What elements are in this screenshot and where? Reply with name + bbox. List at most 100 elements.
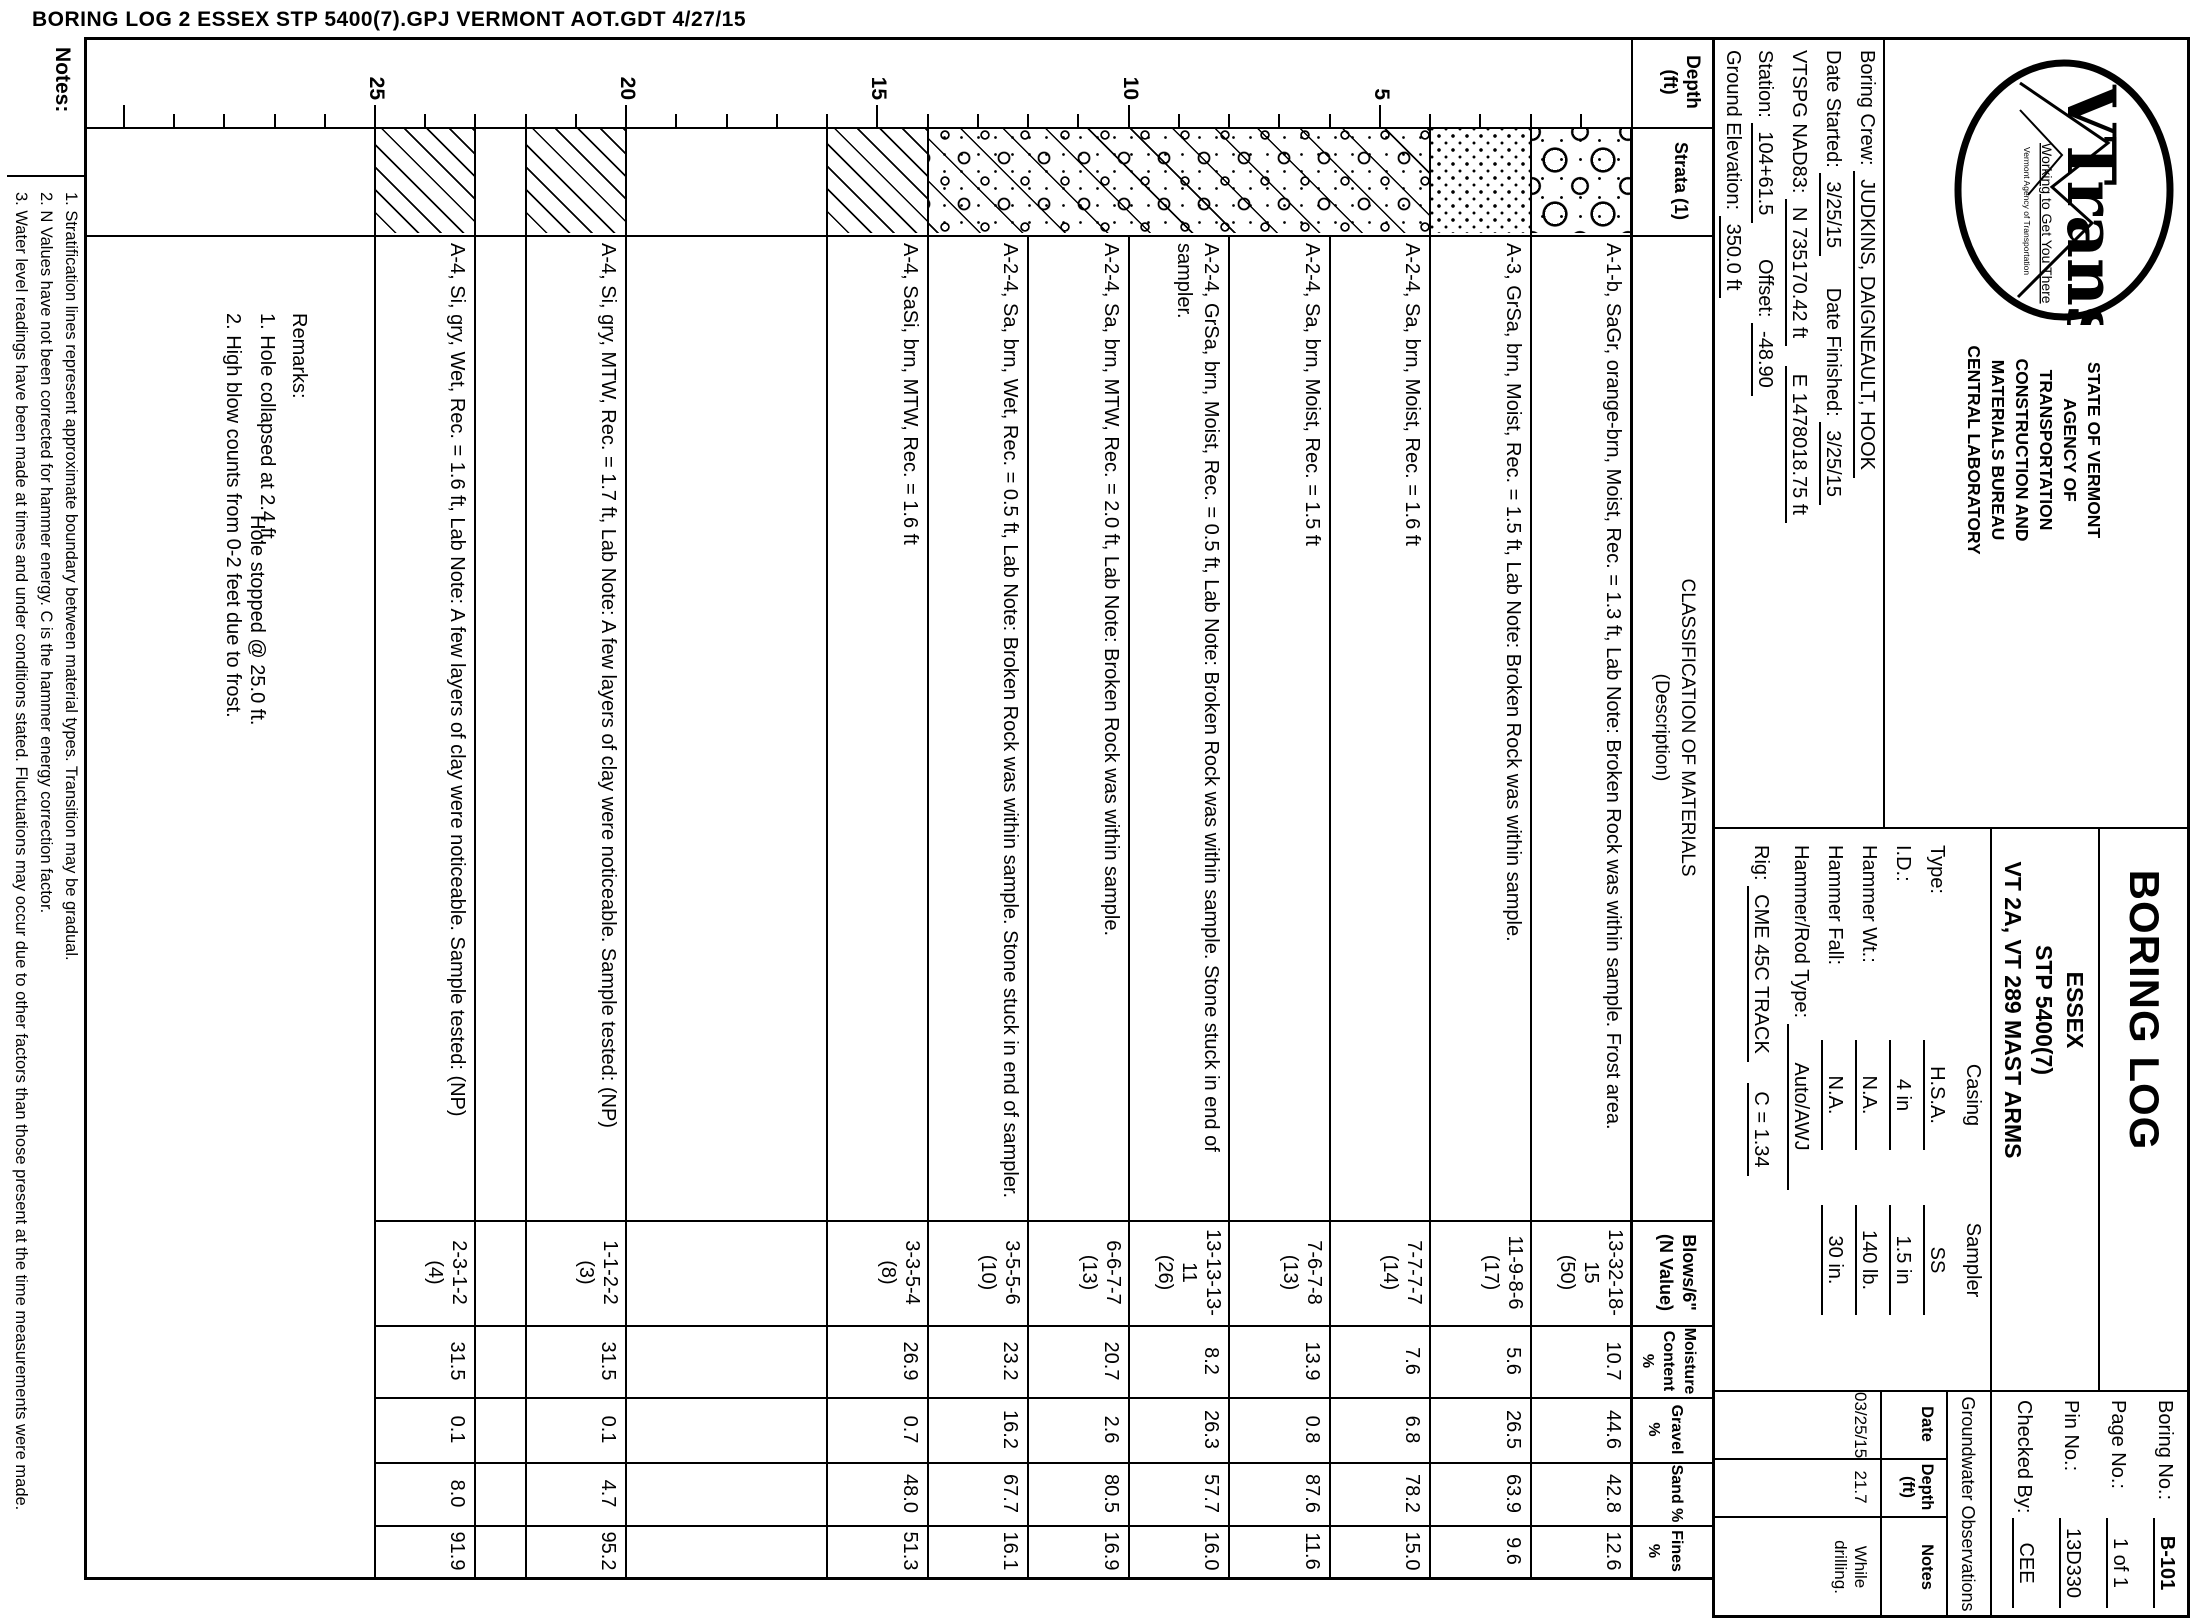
- info-row: Page No.: 1 of 1: [2106, 1400, 2131, 1608]
- rig-row: Rig: CME 45C TRACK C = 1.34: [1747, 845, 1772, 1176]
- depth-tick-minor: [926, 114, 929, 127]
- blows-value: 3-5-5-6: [1001, 1240, 1024, 1305]
- cs-sampler-value: 1.5 in: [1889, 1205, 1914, 1315]
- strata-boundary: [474, 127, 477, 235]
- project-line: STP 5400(7): [2031, 945, 2057, 1075]
- sample-row-border: [1228, 235, 1231, 1577]
- note-line: 1. Stratification lines represent approx…: [62, 192, 80, 961]
- head-sand: Sand %: [1668, 1464, 1685, 1523]
- ground-elev-label: Ground Elevation:: [1722, 50, 1744, 211]
- field-boring-crew: Boring Crew: JUDKINS, DAIGNEAULT, HOOK: [1853, 50, 1878, 478]
- n-value: (4): [424, 1260, 447, 1285]
- sample-fines: 16.9: [1099, 1531, 1122, 1571]
- sample-row-border: [1127, 235, 1130, 1577]
- sample-fines: 95.2: [597, 1531, 620, 1571]
- sample-sand: 87.6: [1300, 1474, 1323, 1513]
- sample-gravel: 2.6: [1099, 1415, 1122, 1444]
- depth-tick-minor: [1479, 114, 1482, 127]
- head-classification: CLASSIFICATION OF MATERIALS (Description…: [1648, 235, 1700, 1220]
- boring-info-block: Boring No.: B-101 Page No.: 1 of 1 Pin No.: 1…: [1990, 1400, 2178, 1608]
- depth-tick-minor: [173, 114, 176, 127]
- n-value: (26): [1154, 1254, 1177, 1291]
- depth-label: 15: [867, 76, 891, 100]
- depth-tick-major: [122, 105, 125, 127]
- sample-moisture: 23.2: [999, 1341, 1022, 1381]
- sample-row-border: [826, 235, 829, 1577]
- n-value: (10): [977, 1254, 1000, 1291]
- sample-moisture: 8.2: [1200, 1347, 1223, 1375]
- head-blows: Blows/6" (N Value): [1656, 1233, 1699, 1312]
- info-value: CEE: [2012, 1518, 2037, 1608]
- note-line: 3. Water level readings have been made a…: [12, 192, 30, 1511]
- depth-tick-minor: [323, 114, 326, 127]
- remark-line: 1. Hole collapsed at 2.4 ft.: [256, 313, 278, 545]
- gw-grid-mid: [1880, 1390, 1882, 1618]
- depth-tick-minor: [424, 114, 427, 127]
- logo-cell-bottom: [1883, 37, 1885, 827]
- project-line: VT 2A, VT 289 MAST ARMS: [2000, 861, 2026, 1159]
- cs-row-label: Hammer Wt.:: [1858, 845, 1880, 963]
- margin-file-text: BORING LOG 2 ESSEX STP 5400(7).GPJ VERMO…: [32, 8, 747, 31]
- depth-tick-minor: [1228, 114, 1231, 127]
- agency-line: MATERIALS BUREAU: [1988, 359, 2008, 541]
- date-started-value: 3/25/15: [1819, 173, 1844, 257]
- blows-value: 7-6-7-8: [1302, 1240, 1325, 1305]
- strata-boundary: [1529, 127, 1532, 235]
- table-top-border: [1712, 37, 1715, 1618]
- depth-tick-major: [1378, 105, 1381, 127]
- sample-row-border: [1328, 235, 1331, 1577]
- field-dates: Date Started: 3/25/15 Date Finished: 3/2…: [1819, 50, 1844, 505]
- data-col-border: [375, 1220, 1715, 1222]
- sample-row-border: [625, 235, 628, 1577]
- cs-casing-value: 4 in: [1889, 1040, 1914, 1150]
- depth-tick-minor: [1529, 114, 1532, 127]
- rod-type-label: Hammer/Rod Type:: [1790, 845, 1812, 1019]
- remark-line: 2. High blow counts from 0-2 feet due to…: [222, 313, 244, 718]
- head-class-line1: CLASSIFICATION OF MATERIALS: [1677, 578, 1698, 877]
- sample-moisture: 10.7: [1602, 1341, 1624, 1381]
- n-value: (50): [1556, 1254, 1578, 1291]
- info-value: 13D330: [2059, 1518, 2084, 1608]
- rod-type-value: Auto/AWJ: [1787, 1023, 1812, 1190]
- n-value: (13): [1278, 1254, 1301, 1291]
- strata-boundary: [625, 127, 628, 235]
- sample-description: A-2-4, Sa, brn, Wet, Rec. = 0.5 ft, Lab …: [999, 243, 1022, 1199]
- project-line: ESSEX: [2062, 971, 2088, 1049]
- depth-tick-major: [625, 105, 628, 127]
- info-row: Boring No.: B-101: [2153, 1400, 2178, 1608]
- northing-value: N 735170.42 ft: [1785, 198, 1810, 347]
- sample-gravel: 26.3: [1200, 1410, 1223, 1449]
- sample-blows: 3-3-5-4 (8): [876, 1224, 924, 1321]
- strata-boundary: [1429, 127, 1432, 235]
- sample-row-border: [374, 235, 376, 1577]
- depth-label: 5: [1369, 88, 1393, 100]
- vtrans-logo: VTrans Working to Get You There Vermont …: [1943, 55, 2180, 343]
- note-line: 2. N Values have not been corrected for …: [37, 192, 55, 914]
- offset-value: -48.90: [1751, 323, 1776, 396]
- depth-tick-minor: [474, 114, 477, 127]
- depth-tick-minor: [675, 114, 678, 127]
- sample-row-border: [1027, 235, 1030, 1577]
- depth-tick-minor: [524, 114, 527, 127]
- sample-fines: 51.3: [898, 1531, 921, 1571]
- gw-grid-top: [1946, 1390, 1948, 1618]
- cs-sampler-value: SS: [1923, 1205, 1948, 1315]
- table-right-border: [85, 1577, 1715, 1580]
- gw-col-header-line: (ft): [1899, 1476, 1917, 1498]
- strata-band-sand: [1431, 129, 1530, 233]
- sample-gravel: 0.7: [898, 1415, 921, 1444]
- sample-row-border: [1529, 235, 1532, 1577]
- field-vtspg: VTSPG NAD83: N 735170.42 ft E 1478018.75…: [1785, 50, 1810, 523]
- field-station: Station: 104+61.5 Offset: -48.90: [1751, 50, 1776, 396]
- sample-blows: 11-9-8-6 (17): [1479, 1224, 1527, 1321]
- n-value: (13): [1077, 1254, 1100, 1291]
- head-strata: Strata (1): [1671, 141, 1691, 221]
- sample-description: A-2-4, Sa, brn, MTW, Rec. = 2.0 ft, Lab …: [1099, 243, 1122, 937]
- blows-value: 7-7-7-7: [1403, 1240, 1426, 1305]
- notes-label: Notes:: [51, 47, 74, 113]
- info-value: B-101: [2153, 1518, 2178, 1608]
- depth-tick-minor: [273, 114, 276, 127]
- depth-tick-minor: [1077, 114, 1080, 127]
- strata-band-cobbles: [1531, 129, 1630, 233]
- n-value: (8): [876, 1260, 899, 1285]
